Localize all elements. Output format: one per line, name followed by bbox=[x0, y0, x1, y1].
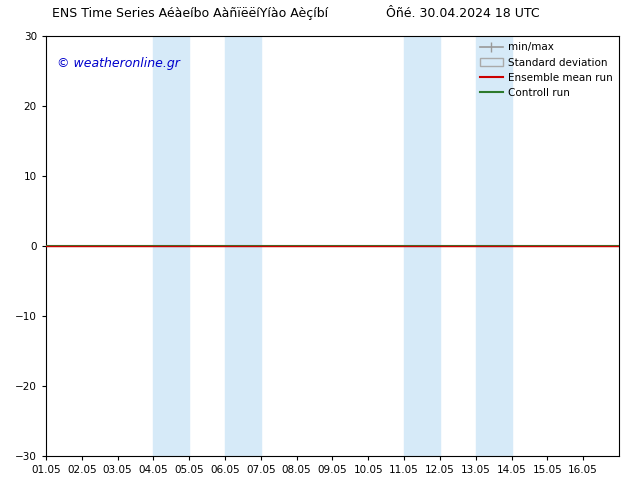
Bar bbox=[476, 36, 512, 456]
Bar bbox=[225, 36, 261, 456]
Bar bbox=[404, 36, 440, 456]
Text: ENS Time Series Aéàeíbo AàñïëëíYíào Aèçíbí: ENS Time Series Aéàeíbo AàñïëëíYíào Aèçí… bbox=[52, 7, 328, 21]
Text: Ôñé. 30.04.2024 18 UTC: Ôñé. 30.04.2024 18 UTC bbox=[386, 7, 540, 21]
Bar bbox=[153, 36, 189, 456]
Legend: min/max, Standard deviation, Ensemble mean run, Controll run: min/max, Standard deviation, Ensemble me… bbox=[476, 38, 617, 102]
Text: © weatheronline.gr: © weatheronline.gr bbox=[57, 57, 180, 70]
